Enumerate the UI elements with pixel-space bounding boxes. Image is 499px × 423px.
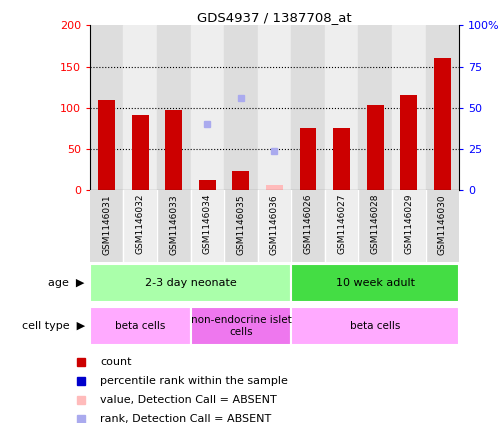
Text: GSM1146029: GSM1146029 [404,194,413,255]
Bar [291,190,325,262]
Bar [165,110,182,190]
Bar [90,25,123,190]
Bar [325,25,358,190]
Bar [392,190,426,262]
Bar [400,95,417,190]
Bar [123,25,157,190]
Bar [257,190,291,262]
Bar [90,264,291,302]
Text: GSM1146027: GSM1146027 [337,194,346,255]
Bar [123,190,157,262]
Text: GSM1146026: GSM1146026 [303,194,312,255]
Text: 2-3 day neonate: 2-3 day neonate [145,278,237,288]
Bar [191,190,224,262]
Bar [426,190,459,262]
Bar [291,307,459,345]
Bar [90,307,191,345]
Text: non-endocrine islet
cells: non-endocrine islet cells [191,315,291,337]
Text: age  ▶: age ▶ [48,278,85,288]
Bar [191,307,291,345]
Bar [224,25,257,190]
Text: beta cells: beta cells [115,321,165,331]
Text: GSM1146031: GSM1146031 [102,194,111,255]
Bar [299,128,316,190]
Bar [358,25,392,190]
Title: GDS4937 / 1387708_at: GDS4937 / 1387708_at [197,11,352,24]
Bar [333,129,350,190]
Bar [233,170,250,190]
Bar [199,180,216,190]
Text: GSM1146030: GSM1146030 [438,194,447,255]
Bar [266,184,283,190]
Bar [157,190,191,262]
Bar [358,190,392,262]
Text: GSM1146033: GSM1146033 [169,194,178,255]
Text: GSM1146028: GSM1146028 [371,194,380,255]
Bar [90,190,123,262]
Text: cell type  ▶: cell type ▶ [21,321,85,331]
Bar [224,190,257,262]
Bar [132,115,149,190]
Text: GSM1146034: GSM1146034 [203,194,212,255]
Bar [367,104,384,190]
Bar [291,264,459,302]
Bar [291,25,325,190]
Bar [191,25,224,190]
Text: count: count [100,357,132,367]
Bar [98,100,115,190]
Bar [157,25,191,190]
Text: GSM1146036: GSM1146036 [270,194,279,255]
Text: GSM1146032: GSM1146032 [136,194,145,255]
Text: GSM1146035: GSM1146035 [237,194,246,255]
Text: rank, Detection Call = ABSENT: rank, Detection Call = ABSENT [100,414,271,423]
Bar [257,25,291,190]
Text: 10 week adult: 10 week adult [336,278,415,288]
Bar [392,25,426,190]
Bar [325,190,358,262]
Text: beta cells: beta cells [350,321,400,331]
Bar [426,25,459,190]
Text: percentile rank within the sample: percentile rank within the sample [100,376,288,386]
Text: value, Detection Call = ABSENT: value, Detection Call = ABSENT [100,395,277,405]
Bar [434,58,451,190]
